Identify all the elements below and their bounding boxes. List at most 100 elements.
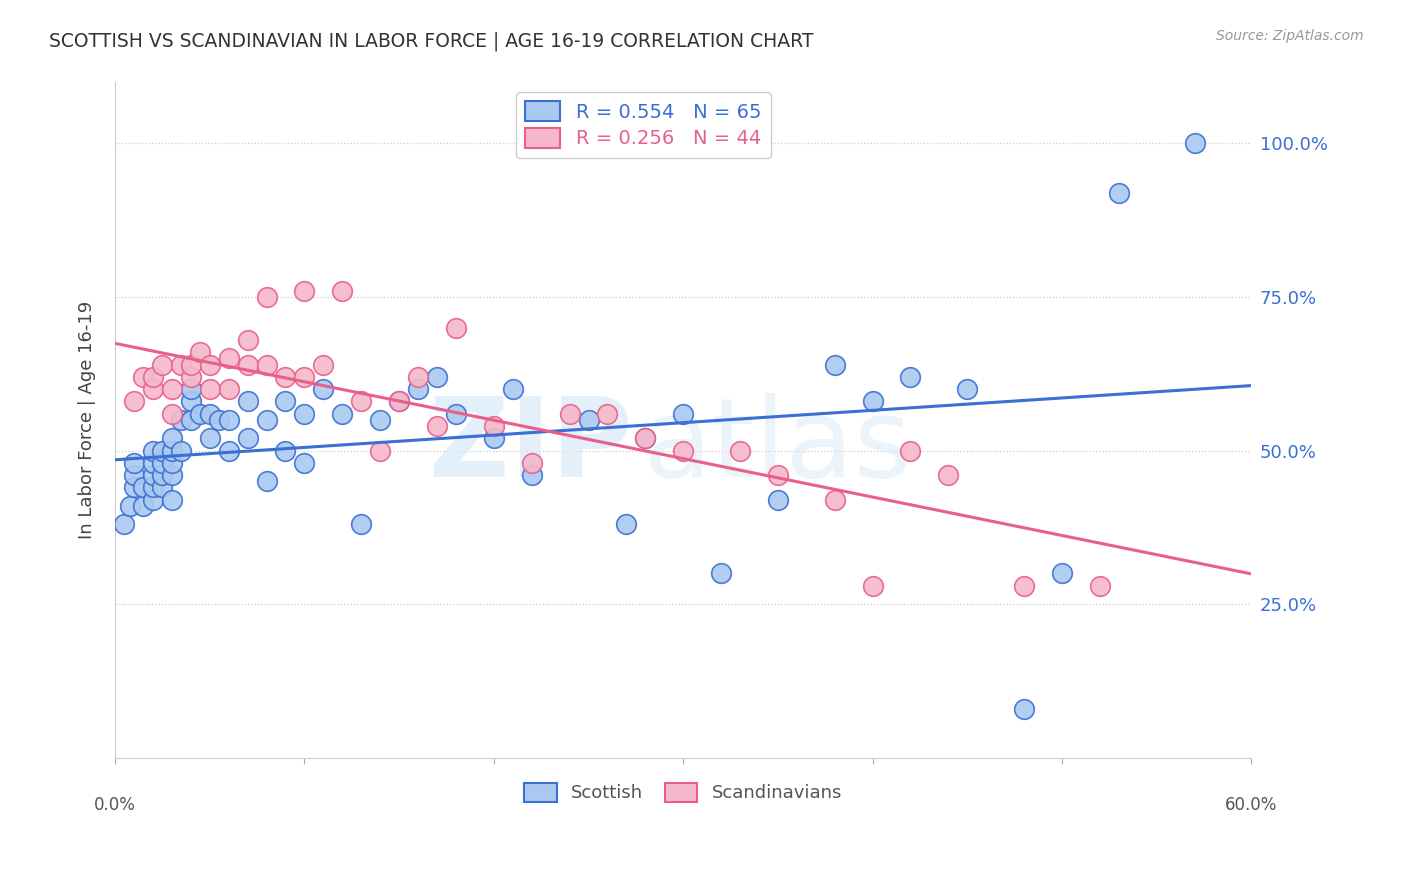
Point xyxy=(150,480,173,494)
Point xyxy=(1108,186,1130,200)
Point xyxy=(596,407,619,421)
Point xyxy=(388,394,411,409)
Point xyxy=(142,382,165,396)
Point xyxy=(150,443,173,458)
Point xyxy=(150,358,173,372)
Point xyxy=(330,284,353,298)
Point xyxy=(142,456,165,470)
Point xyxy=(218,443,240,458)
Point xyxy=(218,413,240,427)
Point xyxy=(578,413,600,427)
Point xyxy=(180,382,202,396)
Point xyxy=(728,443,751,458)
Point xyxy=(862,394,884,409)
Point xyxy=(1050,566,1073,581)
Point xyxy=(180,358,202,372)
Point xyxy=(142,443,165,458)
Point xyxy=(142,369,165,384)
Point xyxy=(132,480,155,494)
Point xyxy=(444,407,467,421)
Point xyxy=(218,382,240,396)
Point xyxy=(120,499,142,513)
Point xyxy=(294,369,316,384)
Text: Source: ZipAtlas.com: Source: ZipAtlas.com xyxy=(1216,29,1364,43)
Point xyxy=(672,443,695,458)
Point xyxy=(256,358,278,372)
Point xyxy=(236,358,259,372)
Point xyxy=(236,431,259,445)
Point xyxy=(900,443,922,458)
Point xyxy=(330,407,353,421)
Point xyxy=(198,358,221,372)
Point xyxy=(1012,701,1035,715)
Point xyxy=(634,431,657,445)
Point xyxy=(312,382,335,396)
Legend: Scottish, Scandinavians: Scottish, Scandinavians xyxy=(517,776,849,810)
Point xyxy=(406,369,429,384)
Point xyxy=(388,394,411,409)
Text: 0.0%: 0.0% xyxy=(94,796,136,814)
Point xyxy=(132,499,155,513)
Point xyxy=(672,407,695,421)
Point xyxy=(938,468,960,483)
Point xyxy=(520,468,543,483)
Point xyxy=(502,382,524,396)
Point xyxy=(188,345,211,359)
Point xyxy=(160,382,183,396)
Point xyxy=(180,394,202,409)
Point xyxy=(824,358,846,372)
Point xyxy=(256,413,278,427)
Point xyxy=(368,443,391,458)
Point xyxy=(218,351,240,366)
Point xyxy=(256,475,278,489)
Point xyxy=(180,369,202,384)
Point xyxy=(426,369,449,384)
Point xyxy=(1012,579,1035,593)
Point xyxy=(160,468,183,483)
Point xyxy=(766,492,789,507)
Point xyxy=(142,468,165,483)
Point xyxy=(188,407,211,421)
Point xyxy=(160,456,183,470)
Point xyxy=(426,419,449,434)
Point xyxy=(122,480,145,494)
Point xyxy=(142,480,165,494)
Point xyxy=(198,407,221,421)
Point xyxy=(350,517,373,532)
Point xyxy=(482,431,505,445)
Point xyxy=(236,333,259,347)
Point xyxy=(198,382,221,396)
Point xyxy=(122,394,145,409)
Y-axis label: In Labor Force | Age 16-19: In Labor Force | Age 16-19 xyxy=(79,301,96,539)
Text: atlas: atlas xyxy=(644,393,912,500)
Point xyxy=(634,431,657,445)
Point xyxy=(122,456,145,470)
Point xyxy=(150,468,173,483)
Point xyxy=(1088,579,1111,593)
Text: ZIP: ZIP xyxy=(429,393,633,500)
Text: SCOTTISH VS SCANDINAVIAN IN LABOR FORCE | AGE 16-19 CORRELATION CHART: SCOTTISH VS SCANDINAVIAN IN LABOR FORCE … xyxy=(49,31,814,51)
Point xyxy=(142,492,165,507)
Point xyxy=(862,579,884,593)
Point xyxy=(558,407,581,421)
Point xyxy=(170,358,193,372)
Point xyxy=(114,517,136,532)
Point xyxy=(294,456,316,470)
Point xyxy=(824,492,846,507)
Point xyxy=(482,419,505,434)
Point xyxy=(170,443,193,458)
Point xyxy=(710,566,733,581)
Point xyxy=(520,456,543,470)
Text: 60.0%: 60.0% xyxy=(1225,796,1278,814)
Point xyxy=(368,413,391,427)
Point xyxy=(170,413,193,427)
Point xyxy=(274,369,297,384)
Point xyxy=(616,517,638,532)
Point xyxy=(160,443,183,458)
Point xyxy=(208,413,231,427)
Point xyxy=(274,443,297,458)
Point xyxy=(900,369,922,384)
Point xyxy=(160,407,183,421)
Point xyxy=(150,456,173,470)
Point xyxy=(256,290,278,304)
